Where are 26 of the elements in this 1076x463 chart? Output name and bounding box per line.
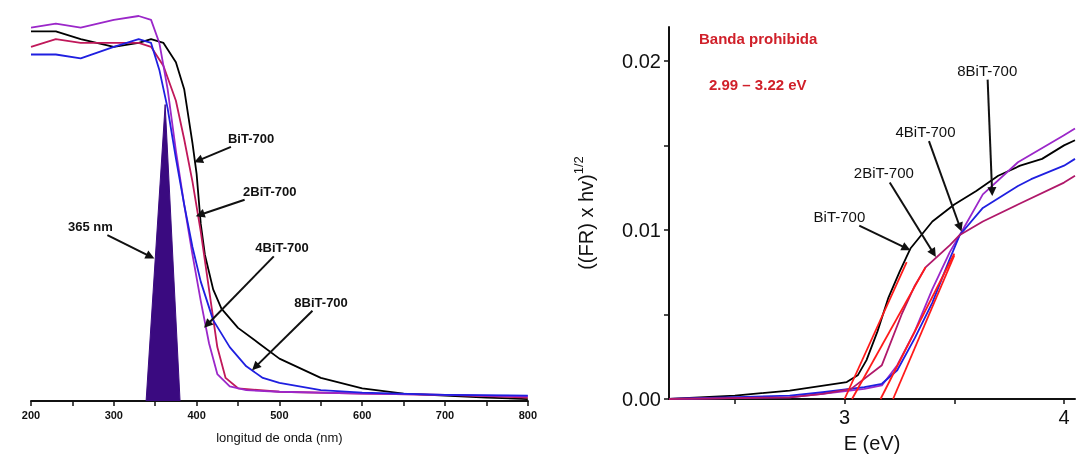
x-tick-label: 700 (435, 408, 455, 421)
x-tick-label: 800 (518, 408, 537, 421)
x-tick-label: 200 (21, 408, 41, 421)
x-tick-label: 600 (353, 408, 372, 421)
annotation: 2.99 – 3.22 eV (709, 76, 807, 93)
annotation: 8BiT-700 (957, 61, 1018, 79)
annotation: 365 nm (67, 219, 113, 235)
y-axis-title: ((FR) x hv)1/2 (571, 156, 597, 270)
annotation: BiT-700 (813, 207, 866, 225)
annotation: 8BiT-700 (294, 294, 348, 310)
x-tick-label: 300 (104, 408, 123, 421)
x-tick-label: 400 (187, 408, 206, 421)
y-tick-label: 0.02 (622, 49, 661, 72)
x-axis-title: E (eV) (843, 432, 901, 454)
annotation: BiT-700 (228, 130, 275, 146)
annotation: 4BiT-700 (255, 240, 309, 256)
x-tick-label: 4 (1058, 406, 1070, 428)
y-tick-label: 0.00 (622, 388, 661, 410)
annotation: Banda prohibida (699, 30, 818, 47)
x-tick-label: 500 (270, 408, 289, 421)
annotation: 2BiT-700 (853, 164, 914, 182)
x-tick-label: 3 (839, 406, 851, 428)
annotation: 4BiT-700 (895, 123, 956, 141)
x-axis-title: longitud de onda (nm) (216, 430, 343, 445)
y-tick-label: 0.01 (622, 218, 661, 241)
annotation: 2BiT-700 (243, 183, 297, 199)
